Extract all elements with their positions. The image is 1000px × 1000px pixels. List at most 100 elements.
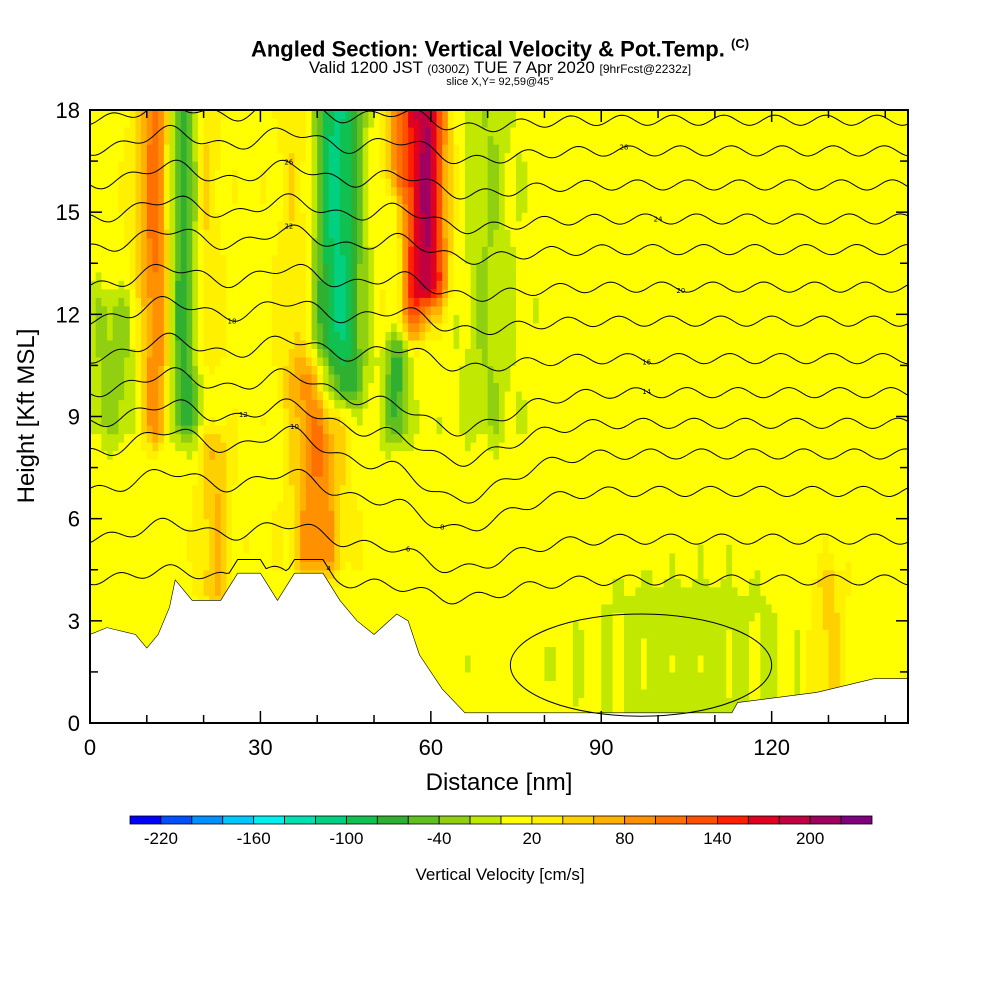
field-cell: [555, 595, 563, 605]
field-cell: [544, 518, 551, 528]
field-cell: [527, 620, 534, 630]
field-cell: [163, 501, 171, 511]
field-cell: [851, 671, 858, 682]
field-cell: [345, 595, 352, 605]
field-cell: [737, 671, 744, 682]
field-cell: [550, 433, 557, 443]
field-cell: [470, 459, 477, 469]
field-cell: [862, 603, 869, 613]
field-cell: [868, 612, 875, 622]
field-cell: [896, 663, 903, 673]
field-cell: [675, 688, 682, 699]
field-cell: [95, 620, 102, 630]
field-cell: [601, 578, 608, 588]
field-cell: [203, 510, 210, 520]
field-cell: [391, 484, 398, 494]
field-cell: [339, 493, 347, 503]
field-cell: [550, 620, 557, 630]
field-cell: [828, 629, 835, 639]
field-cell: [805, 586, 813, 596]
field-cell: [834, 620, 841, 630]
field-cell: [152, 484, 159, 494]
field-cell: [101, 552, 108, 562]
field-cell: [499, 442, 506, 452]
field-cell: [584, 603, 591, 613]
field-cell: [317, 544, 324, 554]
field-cell: [584, 535, 591, 545]
field-cell: [618, 680, 625, 690]
field-cell: [578, 552, 585, 562]
field-cell: [447, 561, 455, 571]
field-cell: [459, 569, 466, 579]
field-cell: [686, 561, 693, 571]
field-cell: [232, 544, 239, 554]
field-cell: [873, 510, 881, 520]
field-cell: [169, 484, 176, 494]
field-cell: [839, 663, 847, 673]
field-cell: [686, 527, 693, 537]
field-cell: [794, 569, 801, 579]
field-cell: [430, 578, 438, 588]
field-cell: [305, 527, 313, 537]
field-cell: [419, 484, 426, 494]
field-cell: [641, 705, 648, 716]
field-cell: [754, 527, 761, 537]
field-cell: [828, 518, 835, 528]
field-cell: [783, 527, 790, 537]
field-cell: [646, 501, 653, 511]
field-cell: [737, 620, 744, 630]
field-cell: [675, 595, 682, 605]
field-cell: [731, 688, 739, 699]
field-cell: [385, 484, 392, 494]
field-cell: [368, 595, 375, 605]
field-cell: [811, 433, 818, 443]
field-cell: [856, 476, 864, 486]
field-cell: [533, 663, 540, 673]
field-cell: [675, 671, 682, 682]
field-cell: [652, 459, 659, 469]
field-cell: [379, 467, 386, 477]
field-cell: [436, 467, 443, 477]
field-cell: [226, 433, 233, 443]
field-cell: [578, 569, 585, 579]
field-cell: [510, 646, 517, 656]
field-cell: [606, 586, 614, 596]
field-cell: [817, 561, 824, 571]
field-cell: [328, 501, 335, 511]
field-cell: [680, 535, 688, 545]
field-cell: [243, 425, 250, 435]
field-cell: [686, 586, 693, 596]
field-cell: [271, 442, 279, 452]
field-cell: [680, 663, 688, 673]
field-cell: [589, 620, 597, 630]
field-cell: [152, 561, 159, 571]
field-cell: [351, 595, 358, 605]
field-cell: [817, 569, 824, 579]
field-cell: [533, 493, 540, 503]
field-cell: [317, 433, 324, 443]
field-cell: [192, 493, 199, 503]
field-cell: [470, 629, 477, 639]
field-cell: [419, 493, 426, 503]
field-cell: [533, 510, 540, 520]
field-cell: [192, 578, 199, 588]
field-cell: [442, 671, 449, 682]
field-cell: [396, 510, 404, 520]
field-cell: [527, 493, 534, 503]
field-cell: [783, 442, 790, 452]
field-cell: [709, 544, 716, 554]
field-cell: [845, 561, 852, 571]
field-cell: [209, 527, 216, 537]
field-cell: [555, 561, 563, 571]
field-cell: [606, 493, 614, 503]
field-cell: [890, 595, 898, 605]
field-cell: [249, 510, 256, 520]
field-cell: [220, 527, 227, 537]
field-cell: [464, 467, 472, 477]
field-cell: [709, 697, 716, 707]
field-cell: [606, 518, 614, 528]
field-cell: [283, 459, 290, 469]
field-cell: [368, 544, 375, 554]
field-cell: [476, 569, 483, 579]
field-cell: [714, 510, 722, 520]
